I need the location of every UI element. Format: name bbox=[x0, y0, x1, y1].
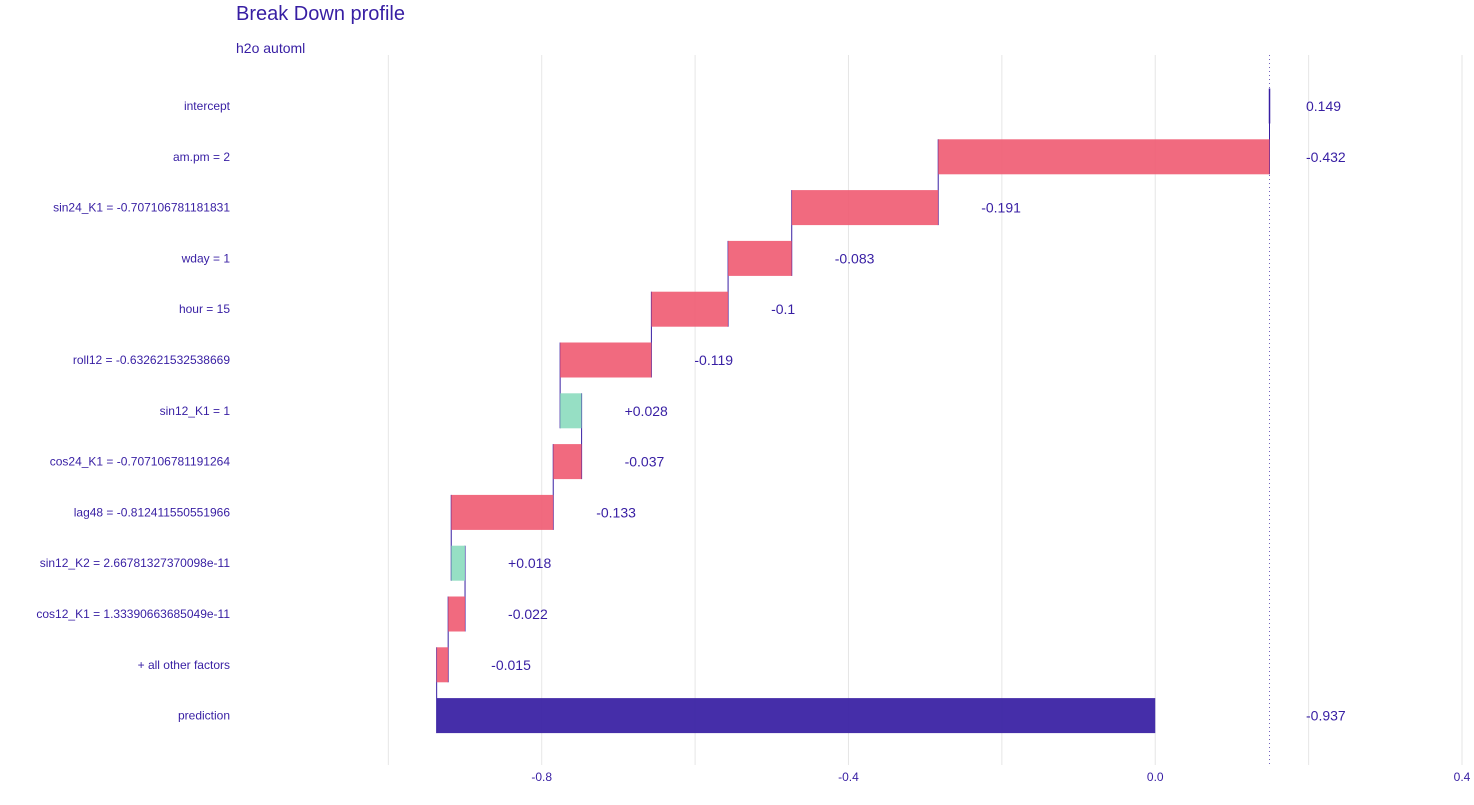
contribution-bar bbox=[451, 545, 466, 581]
contribution-bar bbox=[651, 291, 729, 327]
x-tick-label: 0.0 bbox=[1147, 770, 1164, 784]
contribution-bar bbox=[728, 240, 792, 276]
row-label: cos12_K1 = 1.33390663685049e-11 bbox=[36, 607, 230, 621]
contribution-bar bbox=[448, 596, 466, 632]
row-label: roll12 = -0.632621532538669 bbox=[73, 353, 230, 367]
row-label: intercept bbox=[184, 99, 231, 113]
value-label: -0.937 bbox=[1306, 708, 1346, 724]
row-label: am.pm = 2 bbox=[173, 150, 230, 164]
row-label: sin12_K2 = 2.66781327370098e-11 bbox=[40, 556, 231, 570]
row-label: prediction bbox=[178, 709, 230, 723]
row-label: sin12_K1 = 1 bbox=[160, 404, 231, 418]
value-label: -0.133 bbox=[596, 504, 636, 520]
contribution-bar bbox=[560, 393, 582, 429]
row-label: cos24_K1 = -0.707106781191264 bbox=[50, 455, 231, 469]
x-tick-label: 0.4 bbox=[1454, 770, 1471, 784]
value-label: -0.083 bbox=[835, 250, 875, 266]
contribution-bar bbox=[553, 444, 582, 480]
contribution-bar bbox=[436, 647, 449, 683]
contribution-bar bbox=[451, 494, 554, 530]
row-label: sin24_K1 = -0.707106781181831 bbox=[53, 201, 230, 215]
prediction-bar bbox=[436, 698, 1156, 734]
chart-subtitle: h2o automl bbox=[236, 40, 306, 56]
value-label: -0.1 bbox=[771, 301, 795, 317]
value-label: -0.119 bbox=[694, 352, 733, 368]
row-label: + all other factors bbox=[138, 658, 230, 672]
chart-title: Break Down profile bbox=[236, 3, 405, 25]
contribution-bar bbox=[938, 139, 1270, 175]
value-label: -0.037 bbox=[625, 454, 665, 470]
contribution-bar bbox=[560, 342, 652, 378]
value-label: -0.022 bbox=[508, 606, 548, 622]
x-tick-label: -0.8 bbox=[531, 770, 552, 784]
row-label: lag48 = -0.812411550551966 bbox=[74, 505, 231, 519]
row-label: wday = 1 bbox=[181, 251, 231, 265]
value-label: 0.149 bbox=[1306, 98, 1341, 114]
value-label: -0.191 bbox=[981, 200, 1021, 216]
value-label: +0.018 bbox=[508, 555, 551, 571]
value-label: -0.015 bbox=[491, 657, 531, 673]
value-label: +0.028 bbox=[625, 403, 668, 419]
x-tick-label: -0.4 bbox=[838, 770, 859, 784]
row-label: hour = 15 bbox=[179, 302, 230, 316]
contribution-bar bbox=[791, 190, 939, 226]
value-label: -0.432 bbox=[1306, 149, 1346, 165]
